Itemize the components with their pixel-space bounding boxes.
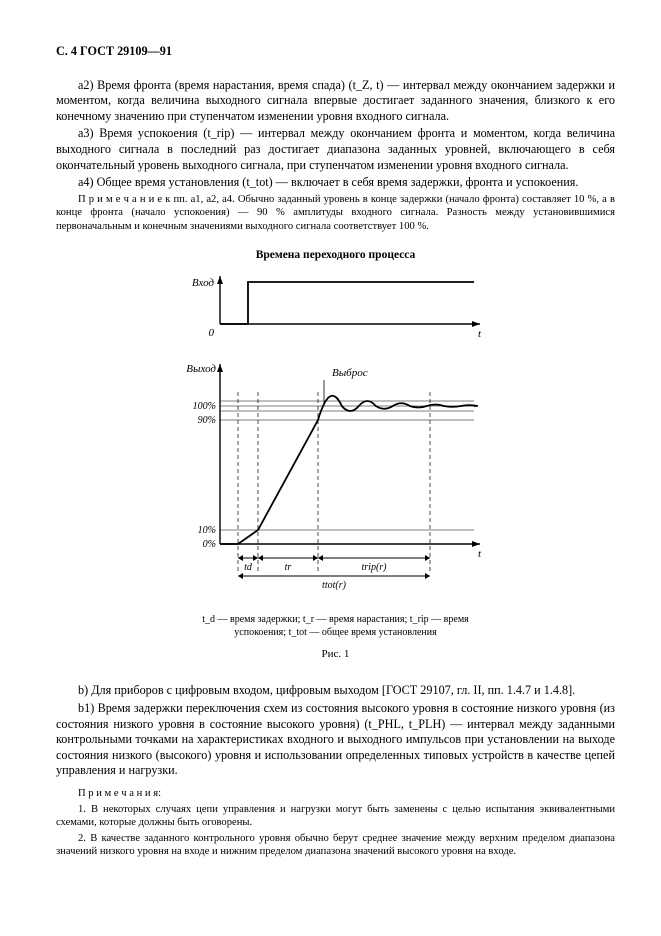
page: С. 4 ГОСТ 29109—91 а2) Время фронта (вре… [0, 0, 661, 936]
svg-text:t: t [478, 328, 482, 340]
svg-text:Выброс: Выброс [332, 367, 368, 379]
para-a2: а2) Время фронта (время нарастания, врем… [56, 78, 615, 125]
note-2: 2. В качестве заданного контрольного уро… [56, 832, 615, 859]
svg-text:td: td [244, 562, 253, 573]
figure-caption: t_d — время задержки; t_r — время нараст… [176, 614, 496, 639]
svg-text:ttot(r): ttot(r) [322, 580, 347, 591]
para-b-intro: b) Для приборов с цифровым входом, цифро… [56, 683, 615, 699]
svg-text:100%: 100% [192, 401, 215, 412]
transient-figure: Вход 0 t Выброс Выход 100% 90% 10% 0% t td tr trip(r… [186, 268, 486, 608]
figure-wrap: Вход 0 t Выброс Выход 100% 90% 10% 0% t td tr trip(r… [56, 268, 615, 675]
figure-title: Времена переходного процесса [56, 248, 615, 263]
note-a: П р и м е ч а н и е к пп. а1, а2, а4. Об… [56, 193, 615, 234]
page-header: С. 4 ГОСТ 29109—91 [56, 44, 615, 60]
para-a4: а4) Общее время установления (t_tot) — в… [56, 175, 615, 191]
para-a3: а3) Время успокоения (t_rip) — интервал … [56, 126, 615, 173]
svg-text:Вход: Вход [191, 277, 214, 289]
figure-number: Рис. 1 [322, 647, 350, 661]
svg-text:trip(r): trip(r) [361, 562, 387, 573]
svg-text:90%: 90% [197, 415, 215, 426]
svg-text:0%: 0% [202, 539, 215, 550]
svg-text:Выход: Выход [186, 363, 216, 375]
note-1: 1. В некоторых случаях цепи управления и… [56, 803, 615, 830]
para-b1: b1) Время задержки переключения схем из … [56, 701, 615, 779]
svg-text:t: t [478, 548, 482, 560]
notes-head: П р и м е ч а н и я: [56, 787, 615, 801]
svg-text:tr: tr [284, 562, 291, 573]
svg-text:10%: 10% [197, 525, 215, 536]
svg-text:0: 0 [208, 327, 214, 339]
